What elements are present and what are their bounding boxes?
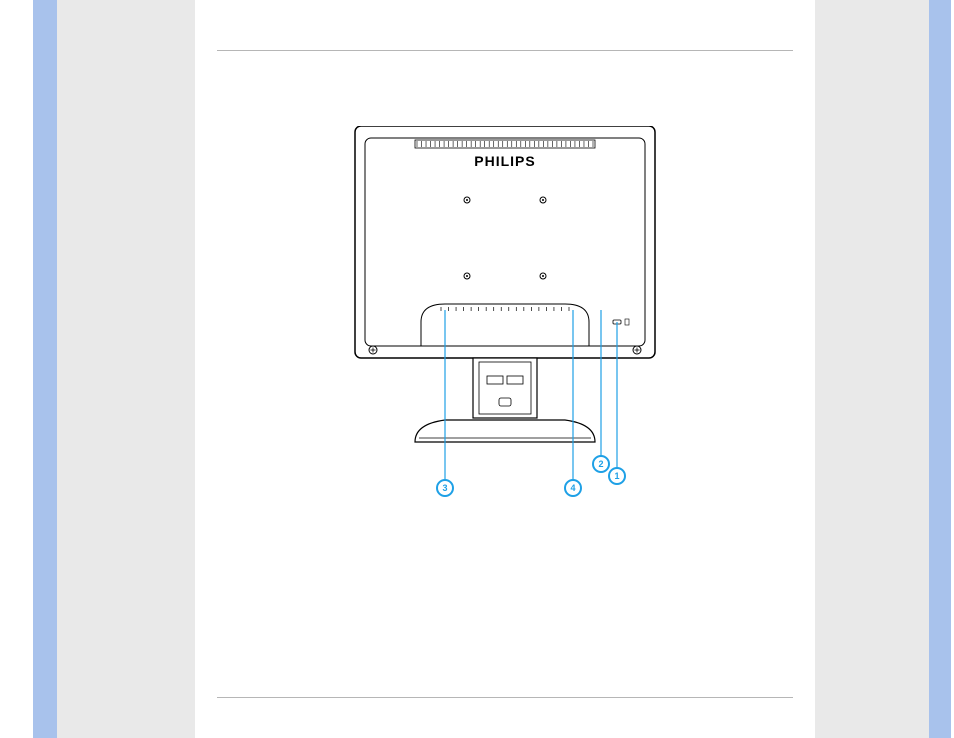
brand-label: PHILIPS — [474, 153, 535, 169]
divider-top — [217, 50, 793, 51]
monitor-rear-diagram: PHILIPS 12 3 4 — [345, 126, 665, 506]
margin-stripe-blue-left — [33, 0, 57, 738]
callout-badge-1: 1 — [608, 467, 626, 485]
callout-badge-3: 3 — [436, 479, 454, 497]
divider-bottom — [217, 697, 793, 698]
margin-stripe-blue-right — [929, 0, 951, 738]
margin-stripe-grey-left — [57, 0, 195, 738]
margin-stripe-grey-right — [815, 0, 929, 738]
callout-badge-4: 4 — [564, 479, 582, 497]
monitor-rear-svg: PHILIPS — [345, 126, 665, 506]
callout-badge-2: 2 — [592, 455, 610, 473]
content-area: PHILIPS 12 3 4 — [195, 0, 815, 738]
